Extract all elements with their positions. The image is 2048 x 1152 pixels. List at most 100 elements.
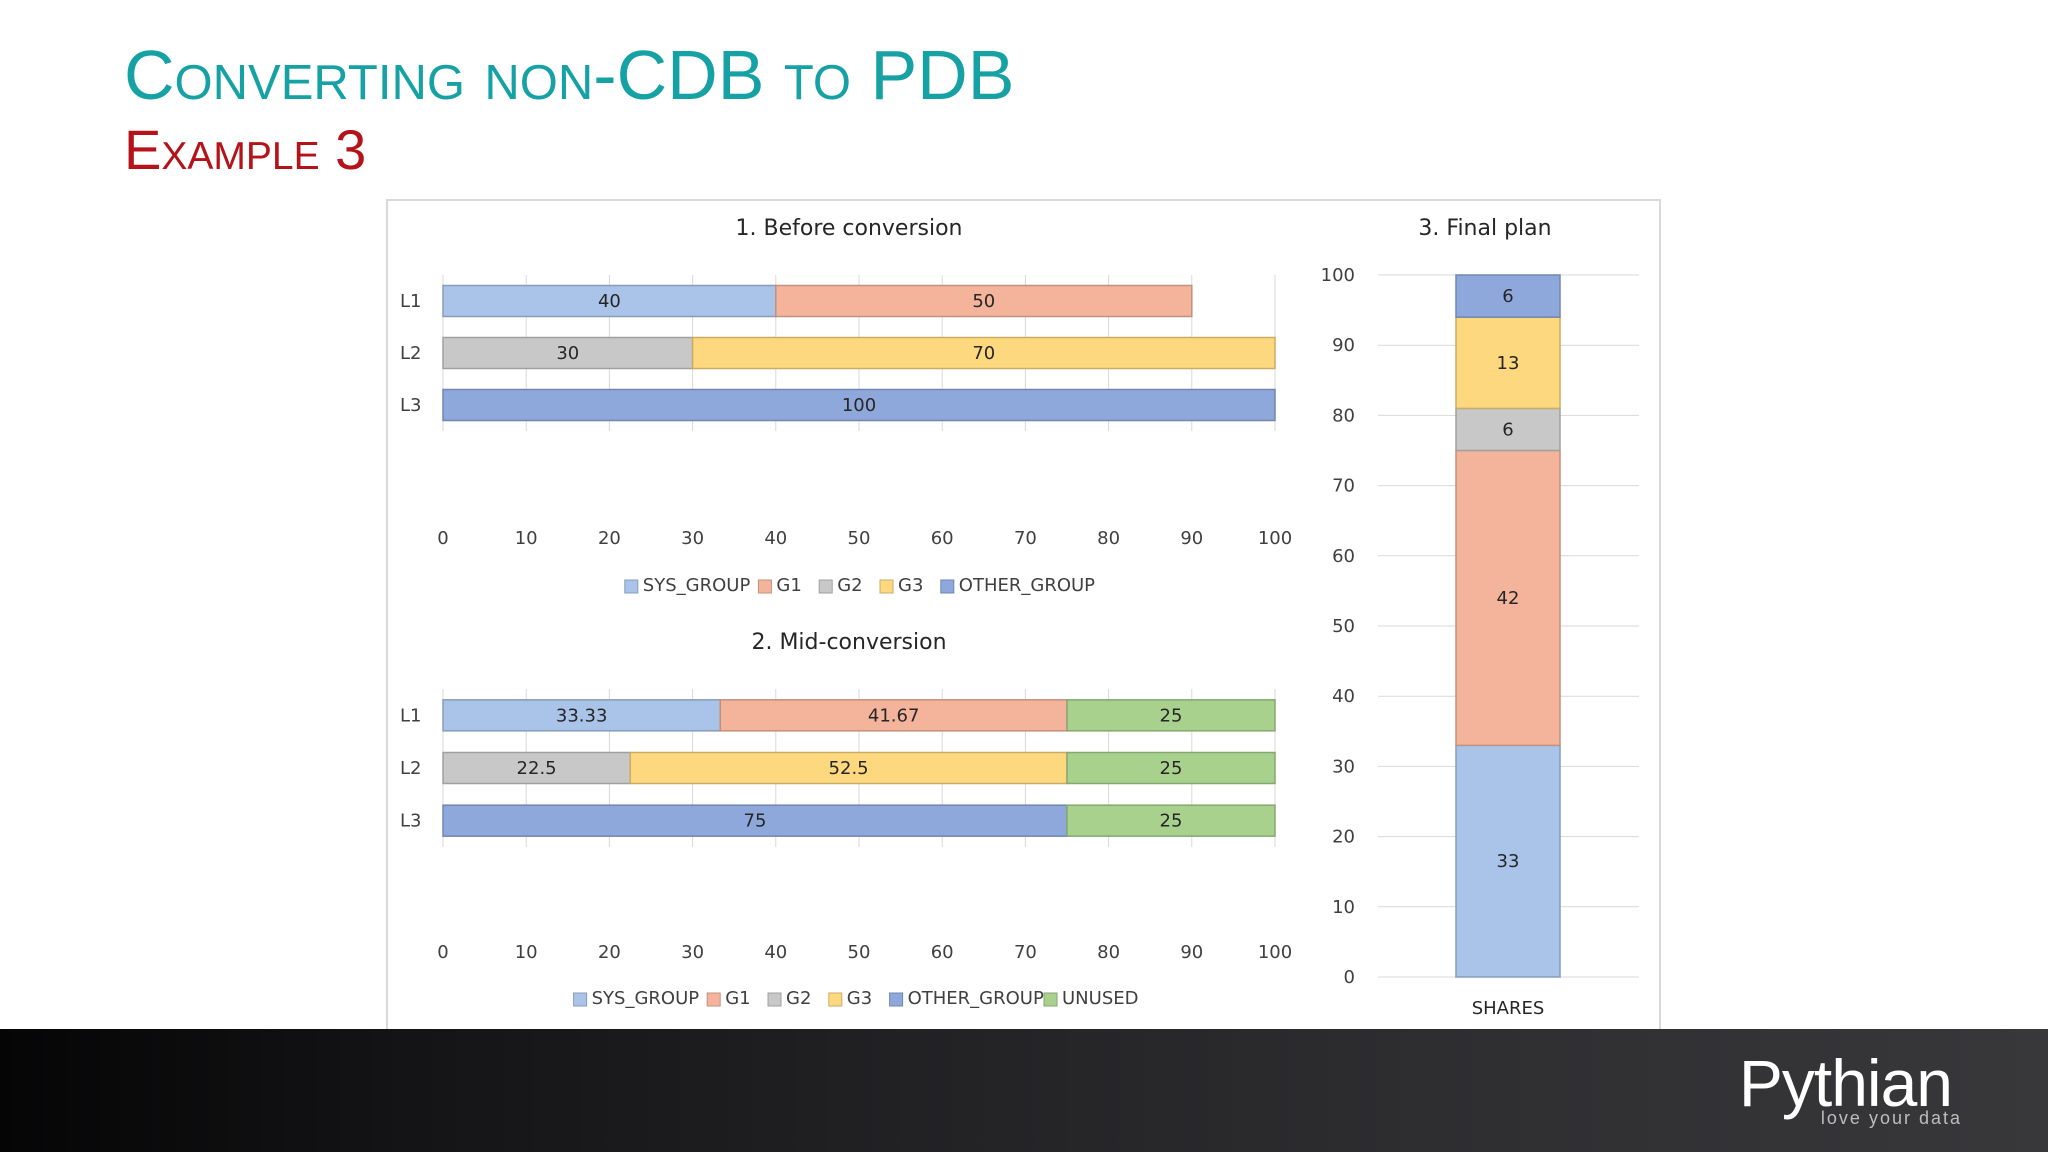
- data-label: 41.67: [868, 705, 920, 726]
- y-tick-label: 50: [1332, 616, 1355, 637]
- legend-label: UNUSED: [1062, 988, 1138, 1009]
- chart-before-conversion: 1. Before conversion 0 10 20 30 40 50 60 70 80 90 1…: [386, 199, 1312, 616]
- bar-segment: [442, 804, 1068, 837]
- x-tick-label: 60: [931, 528, 954, 549]
- legend-label: SYS_GROUP: [643, 575, 751, 596]
- legend-label: G1: [776, 575, 801, 596]
- chart-title: 3. Final plan: [1418, 216, 1551, 241]
- data-label: 22.5: [517, 758, 557, 779]
- bar-segment: [1455, 407, 1561, 452]
- x-tick-label: 100: [1258, 528, 1292, 549]
- legend-label: G3: [847, 988, 872, 1009]
- legend-label: G2: [837, 575, 862, 596]
- x-tick-label: 30: [681, 528, 704, 549]
- bar-segment: [719, 699, 1068, 732]
- data-label: 25: [1160, 811, 1183, 832]
- y-tick-label: 70: [1332, 476, 1355, 497]
- y-tick-label: 80: [1332, 405, 1355, 426]
- chart-final-plan: 3. Final plan 0 10 20 30 40 50 60 70 80 90 100 33 42 6…: [1309, 199, 1661, 1033]
- y-tick-label: 0: [1344, 967, 1355, 988]
- x-tick-label: 90: [1180, 528, 1203, 549]
- legend-swatch: [767, 992, 782, 1007]
- y-category-label: L2: [400, 343, 421, 364]
- bar-segment: [1066, 804, 1276, 837]
- legend-label: SYS_GROUP: [592, 988, 700, 1009]
- y-category-label: L1: [400, 705, 421, 726]
- x-tick-label: 70: [1014, 942, 1037, 963]
- legend-label: G1: [725, 988, 750, 1009]
- chart-title: 2. Mid-conversion: [751, 630, 946, 655]
- chart-before-conversion-svg: 1. Before conversion 0 10 20 30 40 50 60 70 80 90 1…: [400, 216, 1292, 596]
- chart-mid-conversion: 2. Mid-conversion 0 10 20 30 40 50 60 70 80 90 100 L…: [386, 613, 1312, 1031]
- x-tick-label: 50: [848, 942, 871, 963]
- data-label: 25: [1160, 705, 1183, 726]
- data-label: 52.5: [829, 758, 869, 779]
- x-tick-label: 10: [515, 528, 538, 549]
- legend-swatch: [624, 579, 639, 594]
- chart-title: 1. Before conversion: [736, 216, 963, 241]
- bar-segment: [691, 336, 1276, 370]
- x-tick-label: 70: [1014, 528, 1037, 549]
- y-tick-label: 10: [1332, 897, 1355, 918]
- bar-segment: [629, 751, 1068, 785]
- footer-bar: [0, 1029, 2048, 1152]
- x-tick-label: 60: [931, 942, 954, 963]
- bar-segment: [1066, 751, 1276, 785]
- bar-segment: [442, 388, 1276, 422]
- legend-label: G2: [786, 988, 811, 1009]
- x-tick-label: 80: [1097, 528, 1120, 549]
- x-tick-label: 30: [681, 942, 704, 963]
- data-label: 70: [972, 343, 995, 364]
- data-label: 30: [556, 343, 579, 364]
- x-tick-label: 0: [437, 528, 448, 549]
- chart-mid-conversion-svg: 2. Mid-conversion 0 10 20 30 40 50 60 70 80 90 100 L…: [400, 630, 1292, 1009]
- data-label: 6: [1502, 286, 1513, 307]
- legend-swatch: [828, 992, 843, 1007]
- x-tick-label: 80: [1097, 942, 1120, 963]
- legend-swatch: [757, 579, 772, 594]
- x-tick-label: 90: [1180, 942, 1203, 963]
- y-tick-label: 40: [1332, 686, 1355, 707]
- pythian-logo: Pythian: [1738, 1046, 1953, 1120]
- legend-label: OTHER_GROUP: [959, 575, 1095, 596]
- bar-segment: [775, 284, 1193, 318]
- slide-title: Converting non-CDB to PDB: [124, 36, 1015, 114]
- y-category-label: L3: [400, 395, 421, 416]
- bar-segment: [442, 699, 722, 732]
- x-tick-label: 20: [598, 942, 621, 963]
- y-category-label: L1: [400, 291, 421, 312]
- legend-label: G3: [898, 575, 923, 596]
- chart-final-plan-svg: 3. Final plan 0 10 20 30 40 50 60 70 80 90 100 33 42 6…: [1321, 216, 1639, 1019]
- data-label: 75: [744, 811, 767, 832]
- bar-segment: [442, 284, 777, 318]
- x-tick-label: 40: [764, 528, 787, 549]
- y-category-label: L3: [400, 811, 421, 832]
- data-label: 42: [1497, 588, 1520, 609]
- data-label: 33.33: [556, 705, 608, 726]
- legend-swatch: [818, 579, 833, 594]
- y-tick-label: 30: [1332, 756, 1355, 777]
- bar-segment: [1455, 449, 1561, 747]
- data-label: 33: [1497, 851, 1520, 872]
- slide-subtitle: Example 3: [124, 118, 367, 181]
- legend-swatch: [573, 992, 588, 1007]
- y-tick-label: 20: [1332, 827, 1355, 848]
- x-tick-label: 100: [1258, 942, 1292, 963]
- data-label: 13: [1497, 353, 1520, 374]
- x-tick-label: 10: [515, 942, 538, 963]
- legend-swatch: [706, 992, 721, 1007]
- bar-segment: [1066, 699, 1276, 732]
- x-category-label: SHARES: [1472, 998, 1545, 1019]
- legend-swatch: [1043, 992, 1058, 1007]
- x-tick-label: 20: [598, 528, 621, 549]
- legend-swatch: [879, 579, 894, 594]
- data-label: 50: [972, 291, 995, 312]
- y-tick-label: 60: [1332, 546, 1355, 567]
- legend-label: OTHER_GROUP: [908, 988, 1044, 1009]
- x-tick-label: 40: [764, 942, 787, 963]
- data-label: 25: [1160, 758, 1183, 779]
- bar-segment: [1455, 316, 1561, 410]
- y-category-label: L2: [400, 758, 421, 779]
- bar-segment: [1455, 744, 1561, 978]
- legend-swatch: [940, 579, 955, 594]
